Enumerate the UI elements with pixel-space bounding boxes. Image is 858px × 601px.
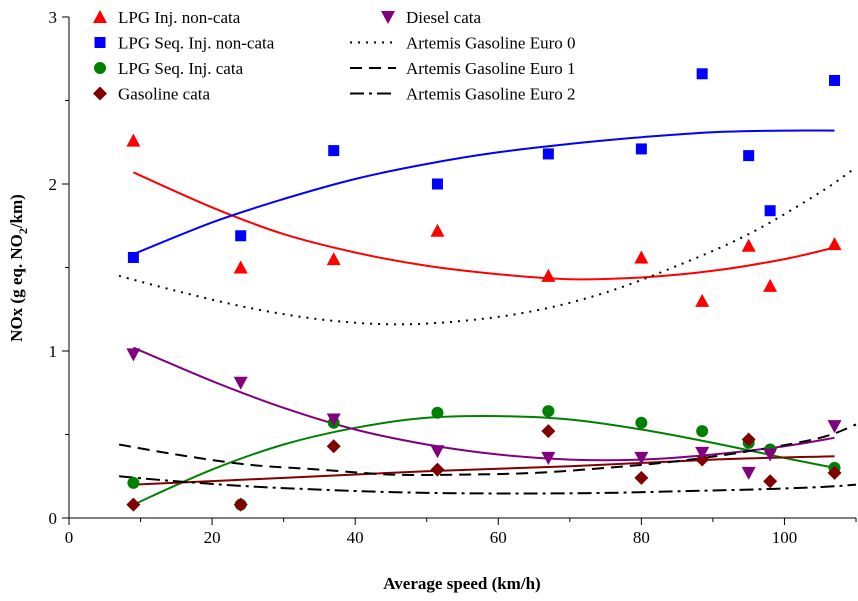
data-point-series-0 bbox=[695, 293, 710, 307]
data-point-series-0 bbox=[741, 238, 756, 252]
data-point-series-2 bbox=[127, 476, 140, 489]
data-point-series-1 bbox=[743, 150, 755, 162]
data-point-series-0 bbox=[326, 252, 341, 266]
data-point-series-4 bbox=[541, 451, 556, 465]
data-point-series-2 bbox=[696, 425, 709, 438]
x-tick-label: 0 bbox=[65, 528, 74, 547]
legend-marker-swatch bbox=[94, 37, 106, 48]
series-line-2 bbox=[132, 415, 835, 506]
data-point-series-4 bbox=[326, 413, 341, 427]
data-point-series-3 bbox=[541, 424, 556, 439]
legend-label: LPG Seq. Inj. non-cata bbox=[118, 34, 275, 53]
legend-label: LPG Inj. non-cata bbox=[118, 8, 241, 27]
data-point-series-3 bbox=[326, 439, 341, 454]
data-point-series-1 bbox=[696, 68, 708, 80]
data-point-series-0 bbox=[763, 278, 778, 292]
data-point-series-4 bbox=[695, 446, 710, 460]
y-tick-label: 0 bbox=[49, 509, 58, 528]
data-point-series-0 bbox=[233, 260, 248, 274]
x-tick-label: 100 bbox=[772, 528, 798, 547]
legend-marker-swatch bbox=[381, 11, 395, 24]
legend-item: Artemis Gasoline Euro 1 bbox=[350, 59, 576, 78]
legend-item: Diesel cata bbox=[381, 8, 481, 27]
axis-ticks bbox=[62, 16, 857, 525]
y-tick-label: 2 bbox=[49, 175, 58, 194]
data-point-series-4 bbox=[430, 445, 445, 459]
data-point-series-4 bbox=[741, 466, 756, 480]
legend-label: Diesel cata bbox=[406, 8, 481, 27]
data-point-series-1 bbox=[328, 145, 340, 157]
data-point-series-2 bbox=[431, 406, 444, 419]
series-line-5 bbox=[118, 166, 857, 326]
series-line-6 bbox=[118, 423, 857, 477]
fit-lines bbox=[118, 129, 857, 506]
legend-item: Artemis Gasoline Euro 2 bbox=[350, 85, 576, 104]
legend-item: LPG Inj. non-cata bbox=[93, 8, 241, 27]
data-markers bbox=[126, 68, 842, 512]
data-point-series-4 bbox=[233, 376, 248, 390]
data-point-series-1 bbox=[829, 74, 841, 86]
x-tick-labels: 0 20 40 60 80 100 bbox=[65, 528, 797, 547]
data-point-series-2 bbox=[542, 405, 555, 418]
legend-label: Artemis Gasoline Euro 2 bbox=[406, 85, 576, 104]
x-axis-title: Average speed (km/h) bbox=[383, 574, 540, 593]
data-point-series-0 bbox=[827, 237, 842, 251]
data-point-series-3 bbox=[430, 462, 445, 477]
legend: LPG Inj. non-cata LPG Seq. Inj. non-cata L… bbox=[93, 8, 576, 104]
data-point-series-1 bbox=[542, 148, 554, 160]
y-tick-labels: 0 1 2 3 bbox=[49, 8, 58, 528]
legend-label: Artemis Gasoline Euro 1 bbox=[406, 59, 576, 78]
data-point-series-1 bbox=[431, 178, 443, 190]
data-point-series-0 bbox=[634, 250, 649, 264]
legend-item: LPG Seq. Inj. cata bbox=[94, 59, 244, 78]
data-point-series-0 bbox=[541, 268, 556, 282]
data-point-series-3 bbox=[763, 474, 778, 489]
x-tick-label: 80 bbox=[633, 528, 650, 547]
data-point-series-4 bbox=[827, 420, 842, 434]
data-point-series-1 bbox=[635, 143, 647, 155]
series-line-7 bbox=[119, 475, 857, 495]
legend-label: LPG Seq. Inj. cata bbox=[118, 59, 244, 78]
data-point-series-1 bbox=[235, 230, 247, 242]
data-point-series-1 bbox=[764, 205, 776, 217]
legend-label: Gasoline cata bbox=[118, 85, 210, 104]
legend-label: Artemis Gasoline Euro 0 bbox=[406, 34, 576, 53]
data-point-series-4 bbox=[126, 348, 141, 362]
series-line-4 bbox=[133, 346, 835, 462]
y-axis-title-main: NOx (g eq. NO bbox=[7, 234, 26, 342]
series-line-1 bbox=[133, 129, 835, 256]
x-tick-label: 20 bbox=[204, 528, 221, 547]
series-line-0 bbox=[132, 171, 835, 281]
legend-marker-swatch bbox=[93, 86, 107, 101]
series-line-3 bbox=[133, 455, 835, 486]
y-axis-title: NOx (g eq. NO2/km) bbox=[7, 194, 30, 342]
data-point-series-1 bbox=[127, 251, 139, 263]
y-tick-label: 3 bbox=[49, 8, 58, 27]
legend-marker-swatch bbox=[93, 10, 107, 23]
legend-item: Artemis Gasoline Euro 0 bbox=[350, 34, 576, 53]
data-point-series-4 bbox=[634, 451, 649, 465]
data-point-series-3 bbox=[827, 465, 842, 480]
data-point-series-0 bbox=[430, 223, 445, 237]
data-point-series-0 bbox=[126, 133, 141, 147]
legend-item: LPG Seq. Inj. non-cata bbox=[94, 34, 275, 53]
legend-marker-swatch bbox=[94, 62, 106, 74]
x-tick-label: 40 bbox=[347, 528, 364, 547]
y-axis-title-unit: /km) bbox=[7, 194, 26, 229]
x-tick-label: 60 bbox=[490, 528, 507, 547]
data-point-series-4 bbox=[763, 448, 778, 462]
data-point-series-3 bbox=[634, 470, 649, 485]
y-axis-title-subscript: 2 bbox=[16, 228, 30, 234]
legend-item: Gasoline cata bbox=[93, 85, 210, 104]
data-point-series-3 bbox=[126, 497, 141, 512]
data-point-series-2 bbox=[635, 416, 648, 429]
data-point-series-3 bbox=[741, 432, 756, 447]
data-point-series-3 bbox=[233, 497, 248, 512]
y-tick-label: 1 bbox=[49, 342, 58, 361]
